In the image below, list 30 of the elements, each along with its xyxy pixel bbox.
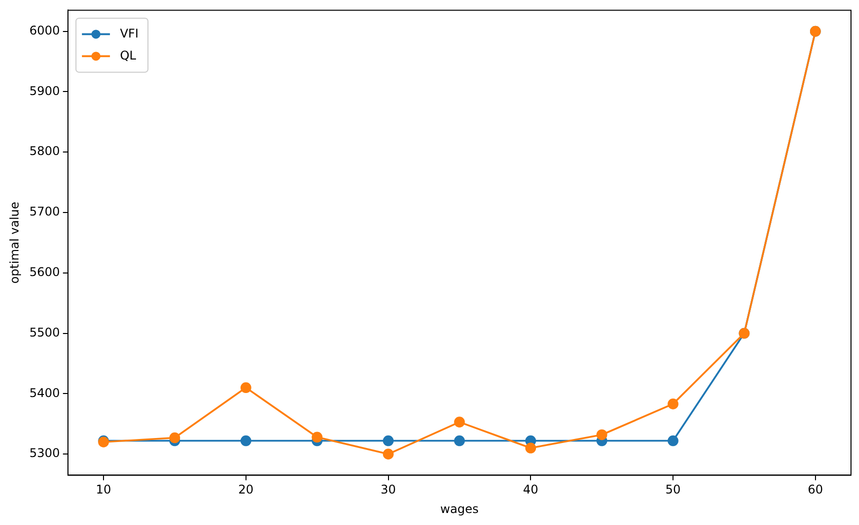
point — [240, 435, 252, 446]
y-tick-label: 6000 — [29, 23, 60, 38]
y-tick-label: 5300 — [29, 446, 60, 460]
point — [668, 398, 678, 410]
point — [169, 432, 180, 444]
legend-label: VFI — [120, 26, 139, 40]
y-tick-label: 5800 — [29, 144, 60, 158]
x-tick-label: 20 — [238, 482, 254, 497]
x-tick-label: 50 — [665, 482, 681, 497]
point — [596, 429, 608, 440]
y-tick-label: 5600 — [29, 265, 60, 280]
y-tick-label: 5400 — [29, 386, 60, 400]
y-tick-label: 5900 — [29, 84, 60, 98]
point — [382, 448, 394, 460]
point — [525, 442, 536, 454]
x-axis-title: wages — [440, 502, 479, 516]
point — [454, 416, 465, 428]
point — [668, 435, 678, 446]
point — [382, 435, 394, 446]
point — [240, 382, 252, 394]
point — [454, 435, 465, 446]
x-tick-label: 10 — [96, 482, 112, 497]
x-tick-label: 30 — [380, 482, 396, 497]
x-tick-label: 40 — [523, 482, 538, 497]
y-tick-label: 5700 — [29, 204, 60, 219]
legend-label: QL — [120, 48, 136, 62]
y-axis-title: optimal value — [7, 202, 22, 284]
x-tick-label: 60 — [808, 482, 824, 497]
point — [312, 432, 322, 443]
y-tick-label: 5500 — [29, 325, 60, 340]
